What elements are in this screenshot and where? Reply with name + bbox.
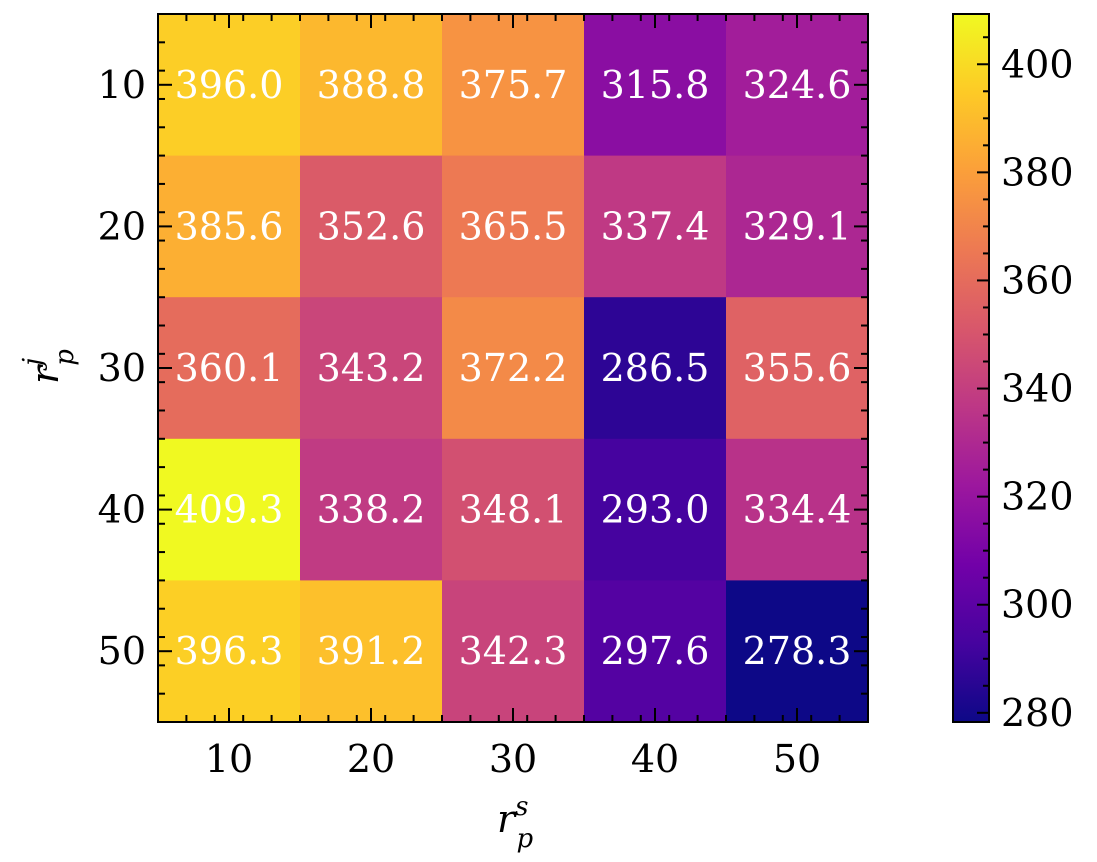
- heatmap-cell-r3-c1: [158, 297, 301, 440]
- cell-value-r4-c2: 338.2: [317, 488, 426, 532]
- cell-value-r5-c3: 342.3: [459, 629, 568, 673]
- cell-value-r3-c5: 355.6: [743, 346, 852, 390]
- y-axis-label-group: rjp: [18, 349, 80, 384]
- y-tick-label-40: 40: [98, 488, 146, 532]
- axis-tick-labels: 10 20 30 40 50 10 20 30 40 50: [98, 63, 822, 781]
- heatmap-cell-r5-c1: [158, 580, 301, 723]
- heatmap-cell-r5-c2: [300, 580, 443, 723]
- colorbar-ticks: [977, 36, 989, 714]
- cell-value-r2-c2: 352.6: [317, 204, 426, 248]
- heatmap-cell-r4-c5: [726, 438, 869, 581]
- cell-value-r1-c2: 388.8: [317, 63, 426, 107]
- cell-value-r4-c1: 409.3: [175, 488, 284, 532]
- cell-value-r4-c4: 293.0: [601, 488, 710, 532]
- heatmap-cell-r5-c4: [584, 580, 727, 723]
- x-axis-label-base: r: [497, 797, 518, 841]
- heatmap-cells: [158, 14, 869, 723]
- cell-value-r2-c3: 365.5: [459, 204, 568, 248]
- colorbar-tick-label-380: 380: [1001, 150, 1074, 194]
- cell-value-r2-c1: 385.6: [175, 204, 284, 248]
- y-tick-label-10: 10: [98, 63, 146, 107]
- heatmap-cell-r5-c5: [726, 580, 869, 723]
- x-axis-label-sup: s: [515, 792, 528, 822]
- heatmap-cell-r3-c4: [584, 297, 727, 440]
- heatmap-cell-r3-c2: [300, 297, 443, 440]
- colorbar-tick-label-340: 340: [1001, 367, 1074, 411]
- x-tick-label-30: 30: [489, 737, 537, 781]
- heatmap-cell-r4-c4: [584, 438, 727, 581]
- heatmap-cell-r2-c5: [726, 155, 869, 298]
- colorbar-tick-label-360: 360: [1001, 258, 1074, 302]
- y-tick-label-30: 30: [98, 346, 146, 390]
- y-axis-label-sub: p: [50, 349, 80, 366]
- heatmap-cell-r4-c1: [158, 438, 301, 581]
- heatmap-cell-r2-c1: [158, 155, 301, 298]
- x-tick-label-40: 40: [631, 737, 679, 781]
- colorbar-tick-label-400: 400: [1001, 42, 1074, 86]
- colorbar-tick-labels: 280 300 320 340 360 380 400: [1001, 42, 1074, 735]
- cell-value-r3-c3: 372.2: [459, 346, 568, 390]
- colorbar-tick-label-320: 320: [1001, 475, 1074, 519]
- heatmap-cell-r2-c4: [584, 155, 727, 298]
- cell-value-r4-c3: 348.1: [459, 488, 568, 532]
- y-tick-label-20: 20: [98, 204, 146, 248]
- cell-value-r5-c1: 396.3: [175, 629, 284, 673]
- cell-value-r1-c5: 324.6: [743, 63, 852, 107]
- cell-value-r5-c4: 297.6: [601, 629, 710, 673]
- x-tick-label-10: 10: [205, 737, 253, 781]
- heatmap-cell-r1-c5: [726, 14, 869, 157]
- colorbar-tick-label-300: 300: [1001, 583, 1074, 627]
- colorbar: [952, 13, 990, 723]
- cell-value-r2-c4: 337.4: [601, 204, 710, 248]
- axis-ticks: [158, 14, 868, 722]
- cell-value-r1-c1: 396.0: [175, 63, 284, 107]
- x-axis-label: rs p: [497, 792, 534, 854]
- heatmap-cell-r1-c4: [584, 14, 727, 157]
- cell-value-r5-c5: 278.3: [743, 629, 852, 673]
- heatmap-cell-r2-c2: [300, 155, 443, 298]
- heatmap-cell-r1-c3: [442, 14, 585, 157]
- cell-value-r4-c5: 334.4: [743, 488, 852, 532]
- y-axis-label: rjp: [18, 349, 80, 384]
- heatmap-cell-r4-c2: [300, 438, 443, 581]
- heatmap-cell-r3-c5: [726, 297, 869, 440]
- cell-value-r2-c5: 329.1: [743, 204, 852, 248]
- cell-value-r5-c2: 391.2: [317, 629, 426, 673]
- cell-value-r1-c4: 315.8: [601, 63, 710, 107]
- cell-value-r3-c1: 360.1: [175, 346, 284, 390]
- heatmap-cell-r5-c3: [442, 580, 585, 723]
- y-tick-label-50: 50: [98, 629, 146, 673]
- cell-value-r3-c4: 286.5: [601, 346, 710, 390]
- cell-value-r1-c3: 375.7: [459, 63, 568, 107]
- heatmap-cell-r4-c3: [442, 438, 585, 581]
- cell-value-r3-c2: 343.2: [317, 346, 426, 390]
- heatmap-cell-r3-c3: [442, 297, 585, 440]
- y-axis-label-base: r: [23, 363, 67, 384]
- x-tick-label-50: 50: [773, 737, 821, 781]
- heatmap-cell-labels: 396.0 388.8 375.7 315.8 324.6 385.6 352.6 365.5…: [175, 63, 852, 673]
- heatmap-cell-r1-c2: [300, 14, 443, 157]
- heatmap-cell-r2-c3: [442, 155, 585, 298]
- x-axis-label-sub: p: [517, 824, 534, 854]
- heatmap-cell-r1-c1: [158, 14, 301, 157]
- x-tick-label-20: 20: [347, 737, 395, 781]
- colorbar-tick-label-280: 280: [1001, 691, 1074, 735]
